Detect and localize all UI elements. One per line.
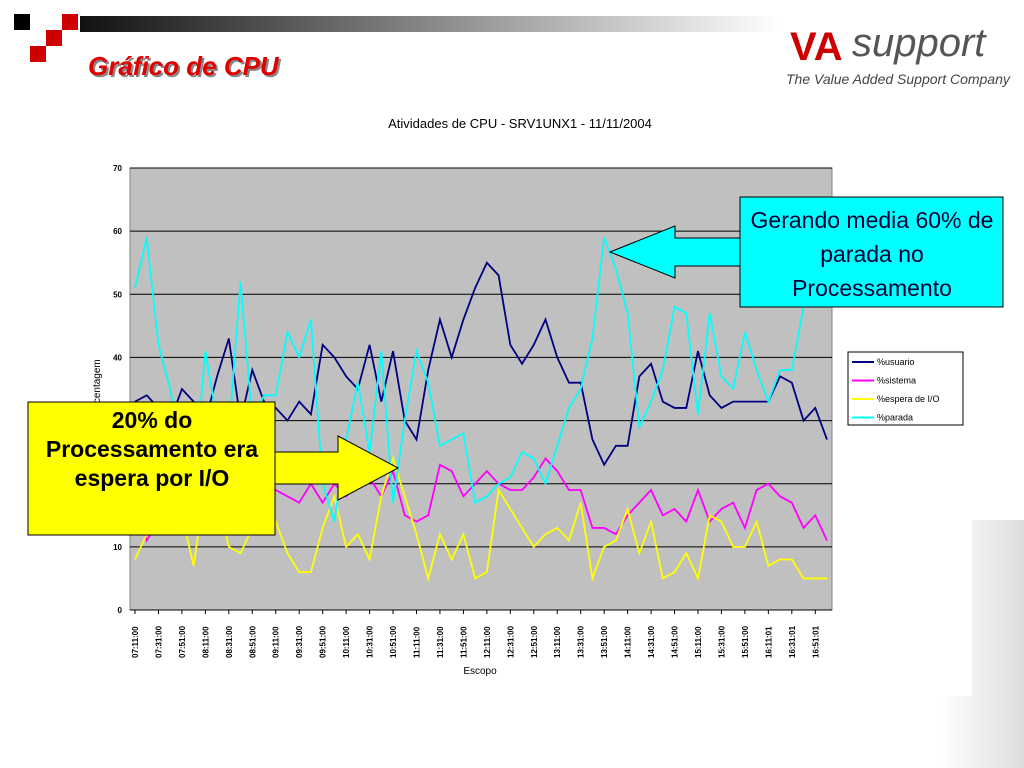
x-tick-label: 08:51:00 [248,625,257,658]
callout-text: 20% do Processamento era espera por I/O [45,407,259,491]
x-axis-label: Escopo [463,666,497,677]
x-tick-label: 14:51:00 [671,625,680,658]
header-bar [80,16,780,32]
x-tick-label: 13:51:00 [600,625,609,658]
x-tick-label: 07:31:00 [154,625,163,658]
legend-label: %usuario [877,357,915,367]
legend-label: %parada [877,413,913,423]
x-tick-label: 07:51:00 [178,625,187,658]
x-tick-label: 09:51:00 [319,625,328,658]
x-tick-label: 10:31:00 [366,625,375,658]
y-tick-label: 50 [113,290,122,299]
x-tick-label: 08:31:00 [225,625,234,658]
series-line [134,237,828,522]
logo-a: VA [790,25,843,69]
x-tick-label: 10:51:00 [389,625,398,658]
x-tick-label: 15:11:00 [694,626,703,658]
x-tick-label: 10:11:00 [342,626,351,658]
title-shadow: Gráfico de CPU [90,53,282,83]
series-line [134,261,828,467]
logo-tagline: The Value Added Support Company [786,71,1011,87]
x-tick-label: 16:51:01 [811,625,820,658]
x-tick-label: 13:31:00 [577,625,586,658]
y-axis-label: Porcentagem [92,359,103,418]
callout-box [739,196,1004,308]
x-tick-label: 15:51:00 [741,625,750,658]
y-tick-label: 10 [113,543,122,552]
deco [46,30,62,46]
y-tick-label: 40 [113,353,122,362]
x-tick-label: 11:51:00 [459,626,468,658]
x-tick-label: 07:11:00 [131,626,140,658]
deco [14,14,30,30]
x-tick-label: 16:11:01 [764,626,773,658]
callout-text: Gerando media 60% de parada no Processam… [750,207,994,301]
legend [847,351,964,426]
logo-b: support [852,21,987,65]
legend-label: %sistema [877,376,916,386]
x-tick-label: 08:11:00 [201,626,210,658]
x-tick-label: 12:51:00 [530,625,539,658]
legend-label: %espera de I/O [877,394,940,404]
x-tick-label: 16:31:01 [788,625,797,658]
callout-box [27,401,276,536]
deco [62,14,78,30]
x-tick-label: 11:31:00 [436,626,445,658]
x-tick-label: 14:31:00 [647,625,656,658]
x-tick-label: 09:11:00 [272,626,281,658]
deco [30,46,46,62]
x-tick-label: 11:11:00 [412,626,421,658]
y-tick-label: 60 [113,227,122,236]
x-tick-label: 15:31:00 [717,625,726,658]
x-tick-label: 09:31:00 [295,625,304,658]
x-tick-label: 12:31:00 [506,625,515,658]
slide-title: Gráfico de CPU [88,51,280,81]
y-tick-label: 70 [113,164,122,173]
x-tick-label: 12:11:00 [483,626,492,658]
chart-title: Atividades de CPU - SRV1UNX1 - 11/11/200… [388,116,652,131]
y-tick-label: 0 [118,606,123,615]
x-tick-label: 14:11:00 [624,626,633,658]
x-tick-label: 13:11:00 [553,626,562,658]
